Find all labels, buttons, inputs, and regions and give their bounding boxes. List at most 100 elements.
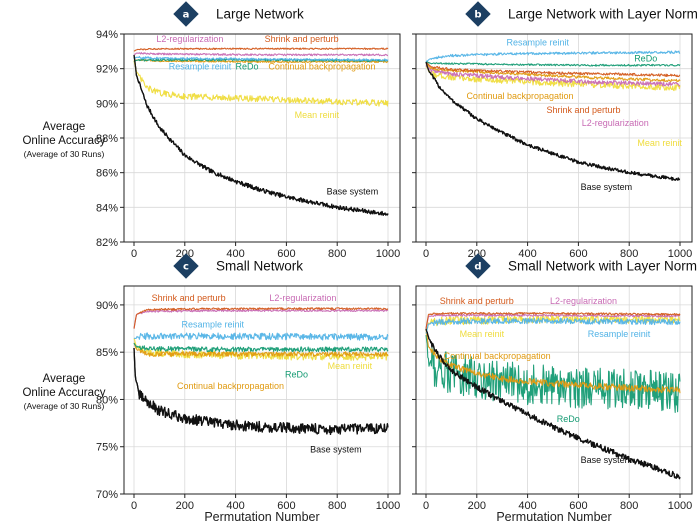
x-tick-label: 1000 bbox=[376, 500, 400, 512]
annotation-base: Base system bbox=[581, 455, 633, 465]
series-line-resample bbox=[425, 317, 681, 334]
annotation-redo: ReDo bbox=[285, 370, 308, 380]
panel-b: b Large Network with Layer Norm Resample r… bbox=[412, 1, 698, 260]
y-label-line3: (Average of 30 Runs) bbox=[24, 401, 105, 411]
panel-title: Small Network with Layer Norm bbox=[508, 259, 697, 274]
panel-badge bbox=[173, 253, 199, 279]
annotation-l2: L2-regularization bbox=[269, 293, 336, 303]
annotation-redo: ReDo bbox=[634, 54, 657, 64]
y-label-line2: Online Accuracy bbox=[22, 387, 105, 399]
y-label-line1: Average bbox=[43, 121, 86, 133]
annotation-cbp: Continual backpropagation bbox=[177, 381, 284, 391]
x-tick-label: 800 bbox=[620, 248, 638, 260]
series-line-redo bbox=[425, 335, 681, 413]
series-line-resample bbox=[133, 55, 389, 62]
annotation-resample: Resample reinit bbox=[181, 320, 244, 330]
x-tick-label: 400 bbox=[226, 248, 244, 260]
y-tick-label: 70% bbox=[96, 489, 118, 501]
y-tick-label: 82% bbox=[96, 237, 118, 249]
x-tick-label: 400 bbox=[518, 500, 536, 512]
annotation-l2: L2-regularization bbox=[156, 34, 223, 44]
plot-frame bbox=[123, 285, 401, 495]
annotation-mean: Mean reinit bbox=[295, 110, 340, 120]
x-tick-label: 400 bbox=[226, 500, 244, 512]
series-line-resample bbox=[134, 332, 389, 341]
y-tick-label: 84% bbox=[96, 202, 118, 214]
series-line-cbp bbox=[133, 59, 389, 64]
annotation-base: Base system bbox=[327, 186, 379, 196]
annotation-shrink: Shrink and perturb bbox=[546, 105, 620, 115]
annotation-base: Base system bbox=[581, 182, 633, 192]
x-tick-label: 400 bbox=[518, 248, 536, 260]
x-axis-label-left: Permutation Number bbox=[204, 510, 319, 524]
panel-badge-letter: d bbox=[474, 262, 481, 273]
annotation-l2: L2-regularization bbox=[582, 118, 649, 128]
annotation-mean: Mean reinit bbox=[637, 138, 682, 148]
x-tick-label: 800 bbox=[328, 248, 346, 260]
annotation-redo: ReDo bbox=[236, 62, 259, 72]
y-axis-label-bottom: Average Online Accuracy (Average of 30 R… bbox=[22, 373, 105, 411]
y-tick-label: 85% bbox=[96, 347, 118, 359]
annotation-mean: Mean reinit bbox=[460, 329, 505, 339]
annotation-shrink: Shrink and perturb bbox=[440, 296, 514, 306]
series-line-redo bbox=[425, 61, 681, 67]
series-line-resample bbox=[425, 50, 681, 63]
series-line-shrink bbox=[425, 61, 681, 78]
series-line-mean bbox=[133, 338, 389, 361]
y-label-line3: (Average of 30 Runs) bbox=[24, 149, 105, 159]
annotation-l2: L2-regularization bbox=[550, 296, 617, 306]
panel-title: Large Network bbox=[216, 7, 304, 22]
series-line-l2 bbox=[425, 313, 681, 329]
series-line-shrink bbox=[133, 47, 389, 52]
x-tick-label: 0 bbox=[423, 248, 429, 260]
annotation-shrink: Shrink and perturb bbox=[265, 34, 339, 44]
y-tick-label: 88% bbox=[96, 133, 118, 145]
x-tick-label: 1000 bbox=[668, 500, 692, 512]
x-tick-label: 0 bbox=[131, 248, 137, 260]
panel-badge bbox=[465, 1, 491, 27]
series-line-redo bbox=[133, 342, 389, 353]
annotation-shrink: Shrink and perturb bbox=[152, 293, 226, 303]
y-tick-label: 92% bbox=[96, 64, 118, 76]
series-line-l2 bbox=[133, 309, 389, 329]
panel-badge bbox=[465, 253, 491, 279]
plot-frame bbox=[415, 285, 693, 495]
series-line-mean bbox=[425, 66, 681, 92]
panel-badge-letter: c bbox=[183, 262, 189, 273]
series-line-base bbox=[425, 328, 681, 480]
panel-badge-letter: a bbox=[183, 10, 190, 21]
annotation-resample: Resample reinit bbox=[588, 329, 651, 339]
annotation-base: Base system bbox=[310, 444, 362, 454]
series-line-shrink bbox=[425, 311, 681, 329]
series-line-base bbox=[133, 55, 389, 216]
y-tick-label: 75% bbox=[96, 442, 118, 454]
annotation-cbp: Continual backpropagation bbox=[466, 91, 573, 101]
y-tick-label: 80% bbox=[96, 394, 118, 406]
series-line-l2 bbox=[133, 51, 388, 57]
panel-title: Small Network bbox=[216, 259, 303, 274]
series-line-cbp bbox=[425, 328, 681, 394]
series-line-cbp bbox=[425, 63, 681, 83]
x-tick-label: 1000 bbox=[376, 248, 400, 260]
annotation-redo: ReDo bbox=[557, 414, 580, 424]
y-tick-label: 90% bbox=[96, 300, 118, 312]
panel-d: d Small Network with Layer Norm Shrink and… bbox=[412, 253, 697, 512]
series-line-l2 bbox=[425, 65, 681, 87]
panel-a: a Large Network L2-regularization Shrink an… bbox=[96, 1, 401, 260]
series-line-cbp bbox=[133, 342, 389, 357]
series-line-base bbox=[425, 61, 681, 181]
annotation-cbp: Continual backpropagation bbox=[444, 351, 551, 361]
x-tick-label: 200 bbox=[176, 500, 194, 512]
x-tick-label: 600 bbox=[277, 500, 295, 512]
series-line-mean bbox=[133, 60, 389, 107]
series-line-shrink bbox=[133, 307, 389, 329]
x-tick-label: 800 bbox=[328, 500, 346, 512]
y-tick-label: 94% bbox=[96, 29, 118, 41]
x-tick-label: 600 bbox=[569, 500, 587, 512]
y-tick-label: 86% bbox=[96, 168, 118, 180]
panel-badge-letter: b bbox=[474, 10, 481, 21]
y-label-line1: Average bbox=[43, 373, 86, 385]
panel-c: c Small Network Shrink and perturb L2-regul… bbox=[96, 253, 401, 512]
annotation-resample: Resample reinit bbox=[506, 37, 569, 47]
